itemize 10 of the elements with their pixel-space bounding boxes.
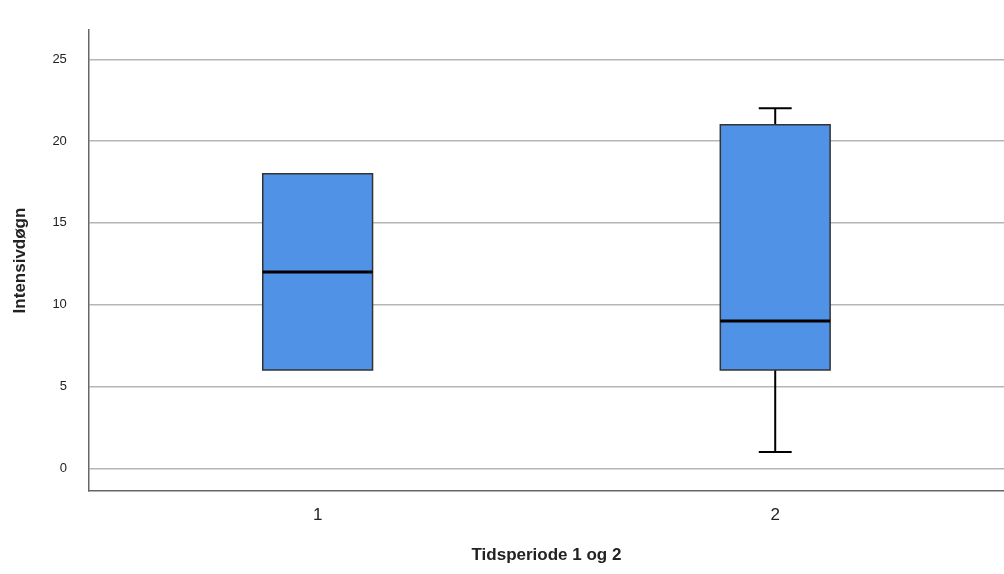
y-tick-label: 5: [59, 378, 67, 394]
x-tick-label: 1: [312, 505, 323, 525]
y-tick-label: 25: [52, 50, 67, 66]
y-tick-label: 10: [52, 296, 67, 312]
y-tick-label: 0: [59, 459, 67, 475]
y-tick-label: 20: [52, 132, 67, 148]
y-axis-title: Intensivdøgn: [9, 207, 29, 314]
x-axis-title: Tidsperiode 1 og 2: [471, 545, 622, 565]
y-tick-label: 15: [52, 214, 67, 230]
x-tick-label: 2: [770, 505, 780, 525]
